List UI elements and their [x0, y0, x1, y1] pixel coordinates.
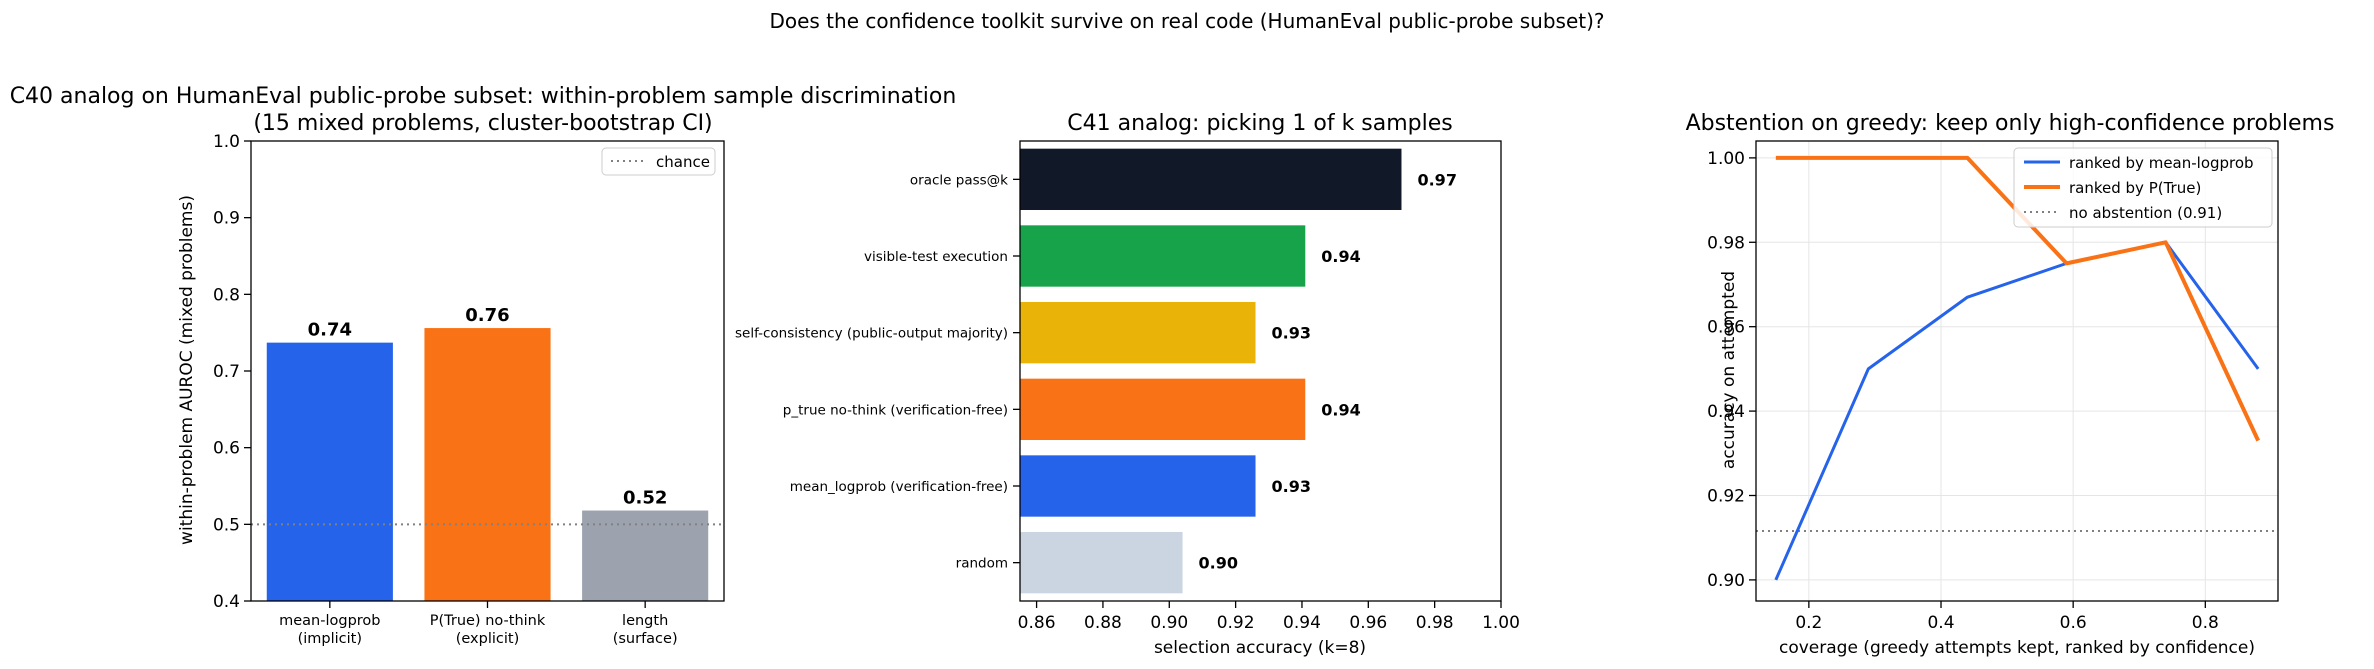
panel-abstention: Abstention on greedy: keep only high-con… — [1686, 111, 2335, 658]
x-tick-label: 0.90 — [1150, 613, 1188, 633]
category-label-line1: mean-logprob — [279, 613, 380, 629]
x-tick-label: 0.2 — [1795, 613, 1822, 633]
y-tick-label: 0.7 — [213, 362, 240, 382]
panel1-legend[interactable]: chance — [601, 147, 716, 176]
x-tick-label: 0.94 — [1283, 613, 1321, 633]
category-label: p_true no-think (verification-free) — [783, 402, 1008, 418]
panel2-title: C41 analog: picking 1 of k samples — [1067, 111, 1453, 136]
x-tick-label: 0.92 — [1217, 613, 1255, 633]
y-tick-label: 0.94 — [1707, 402, 1745, 422]
y-tick-label: 0.6 — [213, 439, 240, 459]
category-label-line2: (surface) — [613, 631, 678, 647]
x-tick-label: 0.98 — [1416, 613, 1454, 633]
category-label-line1: length — [622, 613, 668, 629]
category-label: mean_logprob (verification-free) — [790, 479, 1008, 495]
x-tick-label: 0.96 — [1349, 613, 1387, 633]
panel3-ticks: 0.2 0.4 0.6 0.8 0.90 0.92 0.94 0.96 0.98 1.00 — [1707, 149, 2219, 633]
y-tick-label: 0.5 — [213, 515, 240, 535]
panel2-category-labels: oracle pass@k visible-test execution self-… — [735, 172, 1020, 572]
bar-value-label: 0.76 — [465, 305, 509, 326]
legend-chance-label: chance — [656, 153, 710, 171]
panel2-axes-frame — [1019, 140, 1502, 602]
selection-bar — [1020, 225, 1306, 287]
selection-bar — [1020, 532, 1183, 594]
selection-bar — [1020, 455, 1256, 517]
panel1-axes-frame — [250, 140, 725, 602]
auroc-bar — [424, 328, 551, 601]
panel1-bars: 0.74 0.76 0.52 — [266, 305, 709, 601]
panel2-x-ticks: 0.86 0.88 0.90 0.92 0.94 0.96 0.98 1.00 — [1018, 601, 1520, 633]
y-tick-label: 0.96 — [1707, 318, 1745, 338]
category-label-line2: (explicit) — [456, 631, 520, 647]
series-line — [1774, 240, 2260, 581]
category-label-line2: (implicit) — [298, 631, 362, 647]
bar-value-label: 0.90 — [1199, 554, 1238, 573]
x-tick-label: 0.6 — [2060, 613, 2087, 633]
category-label: random — [956, 556, 1008, 572]
auroc-bar — [582, 510, 709, 601]
bar-value-label: 0.93 — [1272, 324, 1311, 343]
selection-bar — [1020, 148, 1402, 210]
x-tick-label: 0.8 — [2192, 613, 2219, 633]
panel1-category-labels: mean-logprob (implicit) P(True) no-think (e… — [279, 601, 678, 647]
figure-suptitle: Does the confidence toolkit survive on r… — [769, 9, 1605, 33]
legend-no-abstention-label: no abstention (0.91) — [2069, 204, 2222, 222]
panel1-title-line2: (15 mixed problems, cluster-bootstrap CI… — [253, 111, 712, 136]
y-tick-label: 1.0 — [213, 132, 240, 152]
panel3-axes-frame — [1755, 140, 2279, 602]
y-tick-label: 0.92 — [1707, 486, 1745, 506]
panel1-ylabel: within-problem AUROC (mixed problems) — [177, 195, 197, 545]
category-label-line1: P(True) no-think — [430, 613, 546, 629]
panel1-title-line1: C40 analog on HumanEval public-probe sub… — [10, 84, 957, 109]
bar-value-label: 0.93 — [1272, 477, 1311, 496]
category-label: visible-test execution — [864, 249, 1008, 265]
y-tick-label: 0.98 — [1707, 233, 1745, 253]
y-tick-label: 1.00 — [1707, 149, 1745, 169]
panel3-title: Abstention on greedy: keep only high-con… — [1686, 111, 2335, 136]
x-tick-label: 0.86 — [1018, 613, 1056, 633]
panel2-xlabel: selection accuracy (k=8) — [1154, 638, 1366, 658]
auroc-bar — [266, 342, 393, 601]
y-tick-label: 0.9 — [213, 209, 240, 229]
bar-value-label: 0.97 — [1417, 170, 1456, 189]
panel2-bars: 0.97 0.94 0.93 0.94 0.93 0.90 — [1020, 148, 1457, 594]
panel3-xlabel: coverage (greedy attempts kept, ranked b… — [1779, 638, 2255, 658]
panel-auroc: C40 analog on HumanEval public-probe sub… — [10, 84, 957, 647]
category-label: oracle pass@k — [910, 172, 1008, 188]
panel-selection: C41 analog: picking 1 of k samples 0.86 0… — [735, 111, 1520, 658]
panel3-legend[interactable]: ranked by mean-logprob ranked by P(True)… — [2013, 147, 2273, 228]
bar-value-label: 0.94 — [1321, 247, 1360, 266]
legend-mean-logprob-label: ranked by mean-logprob — [2069, 154, 2254, 172]
bar-value-label: 0.74 — [308, 320, 352, 341]
y-tick-label: 0.4 — [213, 592, 240, 612]
x-tick-label: 0.4 — [1927, 613, 1954, 633]
y-tick-label: 0.8 — [213, 285, 240, 305]
selection-bar — [1020, 378, 1306, 440]
bar-value-label: 0.52 — [623, 488, 667, 509]
bar-value-label: 0.94 — [1321, 400, 1360, 419]
category-label: self-consistency (public-output majority… — [735, 326, 1008, 342]
x-tick-label: 1.00 — [1482, 613, 1520, 633]
x-tick-label: 0.88 — [1084, 613, 1122, 633]
panel1-y-ticks: 0.4 0.5 0.6 0.7 0.8 0.9 1.0 — [213, 132, 251, 612]
legend-ptrue-label: ranked by P(True) — [2069, 179, 2201, 197]
panel3-ylabel: accuracy on attempted — [1719, 271, 1739, 469]
y-tick-label: 0.90 — [1707, 571, 1745, 591]
selection-bar — [1020, 302, 1256, 364]
